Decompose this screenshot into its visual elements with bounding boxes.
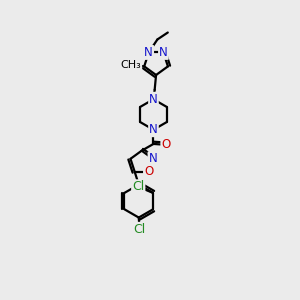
Text: Cl: Cl xyxy=(134,223,146,236)
Text: N: N xyxy=(149,123,158,136)
Text: O: O xyxy=(161,138,171,151)
Text: CH₃: CH₃ xyxy=(121,60,141,70)
Text: N: N xyxy=(148,152,157,165)
Text: N: N xyxy=(144,46,153,59)
Text: N: N xyxy=(149,93,158,106)
Text: N: N xyxy=(159,46,168,59)
Text: O: O xyxy=(144,166,153,178)
Text: Cl: Cl xyxy=(132,180,144,193)
